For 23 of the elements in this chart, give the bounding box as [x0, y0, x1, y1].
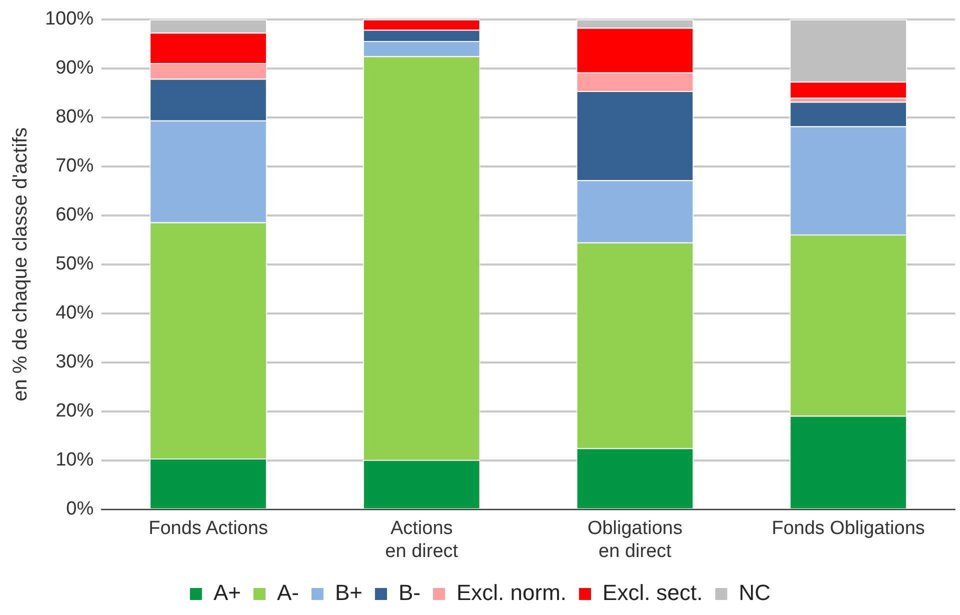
y-tick-label: 80%	[56, 106, 94, 128]
legend-label: Excl. sect.	[602, 580, 703, 606]
legend-label: Excl. norm.	[456, 580, 567, 606]
y-tick-label: 70%	[56, 156, 94, 177]
x-tick-label: Fonds Actions	[148, 518, 268, 540]
x-tick-label: Obligations en direct	[587, 518, 683, 562]
legend-label: A+	[213, 580, 241, 606]
y-tick-label: 90%	[56, 58, 94, 79]
x-tick-label: Fonds Obligations	[772, 518, 925, 540]
x-tick-label: Actions en direct	[385, 518, 459, 562]
y-tick-label: 100%	[44, 8, 94, 30]
y-tick-label: 30%	[56, 352, 94, 373]
legend-label: B+	[334, 580, 363, 606]
y-tick-label: 40%	[56, 302, 94, 324]
y-axis-title: en % de chaque classe d'actifs	[10, 127, 32, 402]
y-tick-label: 20%	[56, 400, 94, 422]
legend-label: NC	[738, 580, 771, 606]
y-tick-label: 60%	[56, 204, 94, 226]
y-tick-label: 50%	[56, 254, 94, 275]
y-tick-label: 0%	[66, 498, 94, 520]
legend-label: B-	[398, 580, 420, 606]
y-tick-label: 10%	[56, 450, 94, 471]
legend-label: A-	[276, 580, 299, 606]
